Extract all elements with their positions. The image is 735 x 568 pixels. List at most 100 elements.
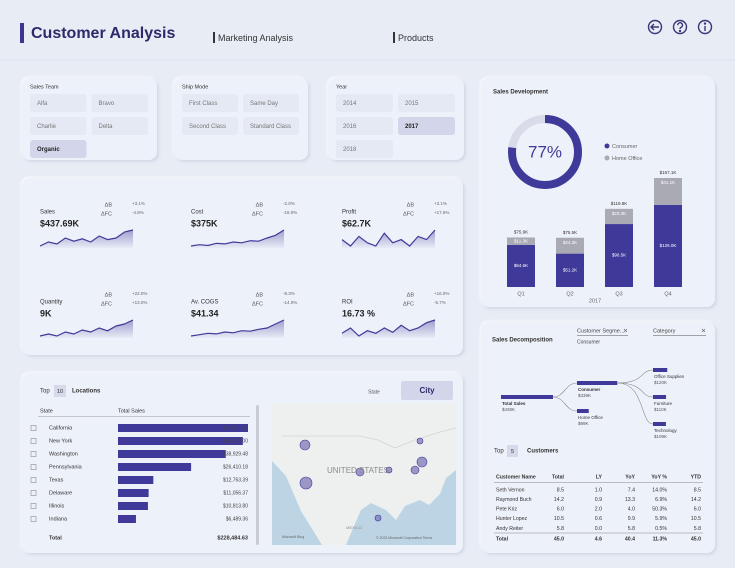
sparkline-area	[40, 230, 133, 248]
decomp-bar[interactable]	[501, 395, 553, 399]
row-label: Illinois	[49, 503, 65, 509]
map-label: MEXICO	[346, 525, 362, 530]
map-bubble[interactable]	[416, 437, 424, 445]
toggle-button[interactable]	[401, 381, 453, 400]
table-cell: 4.0	[628, 507, 635, 513]
filter-option-label: 2016	[343, 124, 357, 130]
help-button[interactable]	[672, 19, 688, 35]
row-checkbox[interactable]	[30, 451, 37, 457]
row-checkbox[interactable]	[30, 425, 37, 431]
total-cell: 4.6	[595, 536, 602, 542]
filter-option[interactable]	[182, 94, 238, 112]
row-checkbox[interactable]	[30, 438, 37, 444]
decomp-bar[interactable]	[577, 381, 618, 385]
table-title: Customers	[527, 449, 559, 455]
total-value: $228,484.63	[217, 535, 248, 541]
scrollbar[interactable]	[256, 405, 259, 545]
decomp-bar[interactable]	[653, 368, 668, 372]
map-bubble[interactable]	[355, 467, 365, 477]
bar	[118, 424, 248, 432]
kpi-delta: -8.3%	[283, 291, 295, 296]
filter-option[interactable]	[91, 117, 149, 135]
filter-option[interactable]	[336, 140, 393, 158]
filter-option[interactable]	[336, 94, 393, 112]
map-bubble[interactable]	[374, 514, 382, 522]
kpi-delta: -2.0%	[283, 201, 295, 206]
row-checkbox[interactable]	[30, 490, 37, 496]
filter-option[interactable]	[243, 94, 299, 112]
map-bubble[interactable]	[299, 476, 313, 490]
row-label: Texas	[49, 477, 64, 483]
bar-segment	[556, 237, 584, 254]
filter-option[interactable]	[30, 94, 87, 112]
nav-tab[interactable]: Marketing Analysis	[218, 33, 294, 43]
bar-total-label: $75.5K	[563, 230, 577, 235]
nav-tab[interactable]: Products	[398, 33, 434, 43]
kpi-name: Quantity	[40, 300, 62, 306]
filter-close[interactable]	[623, 328, 628, 333]
sparkline-area	[191, 320, 284, 338]
row-checkbox[interactable]	[30, 503, 37, 509]
table-cell: 7.4	[628, 487, 635, 493]
kpi-delta-label: ΔB	[256, 292, 264, 298]
map-bubble[interactable]	[299, 439, 311, 451]
column-header: YTD	[691, 474, 702, 480]
filter-close[interactable]	[701, 328, 706, 333]
map-bubble[interactable]	[385, 466, 393, 474]
table-cell: 5.8	[557, 526, 564, 532]
donut-arc	[508, 115, 582, 189]
row-checkbox[interactable]	[30, 464, 37, 470]
filter-option[interactable]	[30, 140, 87, 158]
row-checkbox[interactable]	[30, 477, 37, 483]
filter-option[interactable]	[243, 117, 299, 135]
column-header: State	[40, 408, 53, 414]
filter-option[interactable]	[182, 117, 238, 135]
legend-marker	[604, 155, 610, 161]
info-button[interactable]	[697, 19, 713, 35]
map-bubble[interactable]	[410, 465, 420, 475]
bar	[118, 476, 154, 484]
decomp-bar[interactable]	[577, 409, 589, 413]
table-cell: 10.5	[691, 516, 701, 522]
kpi-delta: +16.0%	[434, 291, 449, 296]
top-n-value: 10	[57, 389, 63, 395]
filter-option[interactable]	[91, 94, 149, 112]
kpi-value: $41.34	[191, 308, 219, 318]
filter-option[interactable]	[398, 117, 455, 135]
sparkline	[341, 229, 436, 247]
decomp-bar[interactable]	[653, 422, 666, 426]
column-header: LY	[596, 474, 603, 480]
decomp-link	[552, 382, 578, 398]
kpi-name: Cost	[191, 210, 204, 216]
filter-option[interactable]	[398, 94, 455, 112]
toggle-option[interactable]: State	[368, 389, 380, 395]
kpi-value: $437.69K	[40, 218, 80, 228]
filter-option[interactable]	[336, 117, 393, 135]
bar-segment	[507, 244, 535, 287]
bar-value-label: $11.3K	[514, 238, 528, 243]
top-n-box[interactable]	[54, 385, 66, 397]
decomp-value: $110K	[654, 407, 667, 412]
bar-total-label: $75.9K	[514, 230, 528, 235]
row-value: $26,410.18	[223, 464, 248, 470]
kpi-value: 9K	[40, 308, 52, 318]
kpi-delta-label: ΔFC	[403, 301, 414, 307]
filter-option-label: Same Day	[250, 101, 278, 107]
map-bubble[interactable]	[416, 456, 428, 468]
decomp-label: Technology	[654, 428, 678, 433]
sparkline	[190, 319, 285, 337]
row-value: $38,929.48	[223, 451, 248, 457]
back-button[interactable]	[647, 19, 663, 35]
decomp-bar[interactable]	[653, 395, 667, 399]
top-n-box[interactable]	[507, 445, 518, 457]
column-header: YoY	[625, 474, 635, 480]
bar-total-label: $119.8K	[611, 201, 627, 206]
filter-option[interactable]	[30, 117, 87, 135]
table-cell: 8.5	[694, 487, 701, 493]
row-checkbox[interactable]	[30, 516, 37, 522]
kpi-delta: +3.1%	[132, 201, 145, 206]
table-cell: Hunter Lopez	[496, 516, 528, 522]
column-header: Customer Name	[496, 474, 536, 480]
